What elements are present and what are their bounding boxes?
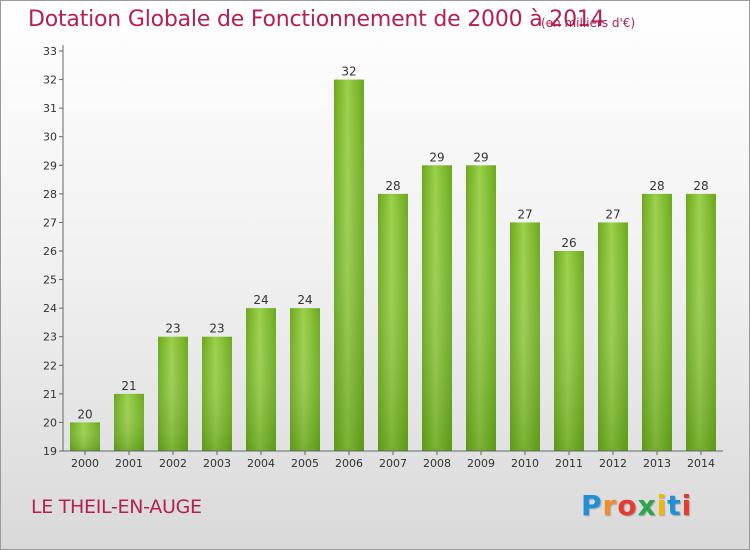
value-label-2008: 29 [429, 150, 444, 164]
commune-name: LE THEIL-EN-AUGE [31, 496, 202, 518]
x-tick-label-2000: 2000 [71, 457, 99, 470]
bar-shade-2005 [290, 308, 320, 451]
bar-shade-2013 [642, 193, 672, 451]
proxiti-logo[interactable]: Proxiti [581, 489, 692, 522]
y-tick-label: 32 [43, 74, 57, 87]
y-tick-label: 33 [43, 45, 57, 58]
x-tick-label-2006: 2006 [335, 457, 363, 470]
bar-shade-2008 [422, 165, 452, 452]
x-tick-label-2010: 2010 [511, 457, 539, 470]
bar-shade-2004 [246, 308, 276, 451]
logo-letter: r [602, 489, 618, 522]
logo-letter: t [667, 489, 682, 522]
value-label-2013: 28 [649, 179, 664, 193]
x-tick-label-2002: 2002 [159, 457, 187, 470]
value-label-2000: 20 [77, 407, 92, 421]
bar-shade-2000 [70, 422, 100, 451]
chart-subtitle: (en milliers d'€) [541, 16, 636, 30]
logo-letter: P [581, 489, 603, 522]
logo-letter: x [637, 489, 657, 522]
y-tick-label: 23 [43, 331, 57, 344]
value-label-2011: 26 [561, 236, 576, 250]
x-tick-label-2007: 2007 [379, 457, 407, 470]
value-label-2014: 28 [693, 179, 708, 193]
logo-letter: i [681, 489, 693, 522]
logo-letter: i [656, 489, 668, 522]
y-tick-label: 27 [43, 216, 57, 229]
bar-shade-2003 [202, 336, 232, 451]
y-tick-label: 22 [43, 359, 57, 372]
value-label-2001: 21 [121, 379, 136, 393]
x-tick-label-2009: 2009 [467, 457, 495, 470]
bar-shade-2006 [334, 79, 364, 452]
bar-shade-2007 [378, 193, 408, 451]
bar-shade-2012 [598, 222, 628, 451]
logo-letter: o [617, 489, 638, 522]
y-tick-label: 31 [43, 102, 57, 115]
value-label-2010: 27 [517, 207, 532, 221]
y-axis: 19 20 21 22 23 24 25 26 27 28 29 30 31 32 33 [43, 45, 64, 458]
y-tick-label: 19 [43, 445, 57, 458]
x-tick-label-2005: 2005 [291, 457, 319, 470]
bar-shade-2002 [158, 336, 188, 451]
value-label-2006: 32 [341, 65, 356, 79]
x-tick-label-2001: 2001 [115, 457, 143, 470]
x-axis: 2000 2001 2002 2003 2004 2005 2006 2007 2008 2009… [63, 450, 723, 470]
value-label-2012: 27 [605, 207, 620, 221]
bar-shade-2014 [686, 193, 716, 451]
x-tick-label-2004: 2004 [247, 457, 275, 470]
value-label-2005: 24 [297, 293, 312, 307]
bar-shade-2011 [554, 251, 584, 451]
value-label-2004: 24 [253, 293, 268, 307]
y-tick-label: 21 [43, 388, 57, 401]
value-label-2003: 23 [209, 322, 224, 336]
x-tick-label-2008: 2008 [423, 457, 451, 470]
y-tick-label: 24 [43, 302, 57, 315]
value-label-2007: 28 [385, 179, 400, 193]
chart-title: Dotation Globale de Fonctionnement de 20… [28, 7, 605, 32]
y-tick-label: 25 [43, 274, 57, 287]
y-tick-label: 30 [43, 131, 57, 144]
y-tick-label: 26 [43, 245, 57, 258]
value-label-2002: 23 [165, 322, 180, 336]
x-tick-label-2011: 2011 [555, 457, 583, 470]
bars: 20 21 23 23 24 24 32 28 29 29 27 26 27 28 28 [70, 65, 716, 452]
x-tick-label-2013: 2013 [643, 457, 671, 470]
value-label-2009: 29 [473, 150, 488, 164]
y-tick-label: 20 [43, 416, 57, 429]
bar-shade-2001 [114, 393, 144, 451]
x-tick-label-2014: 2014 [687, 457, 715, 470]
bar-shade-2009 [466, 165, 496, 452]
bar-shade-2010 [510, 222, 540, 451]
y-tick-label: 29 [43, 159, 57, 172]
y-tick-label: 28 [43, 188, 57, 201]
x-tick-label-2012: 2012 [599, 457, 627, 470]
x-tick-label-2003: 2003 [203, 457, 231, 470]
